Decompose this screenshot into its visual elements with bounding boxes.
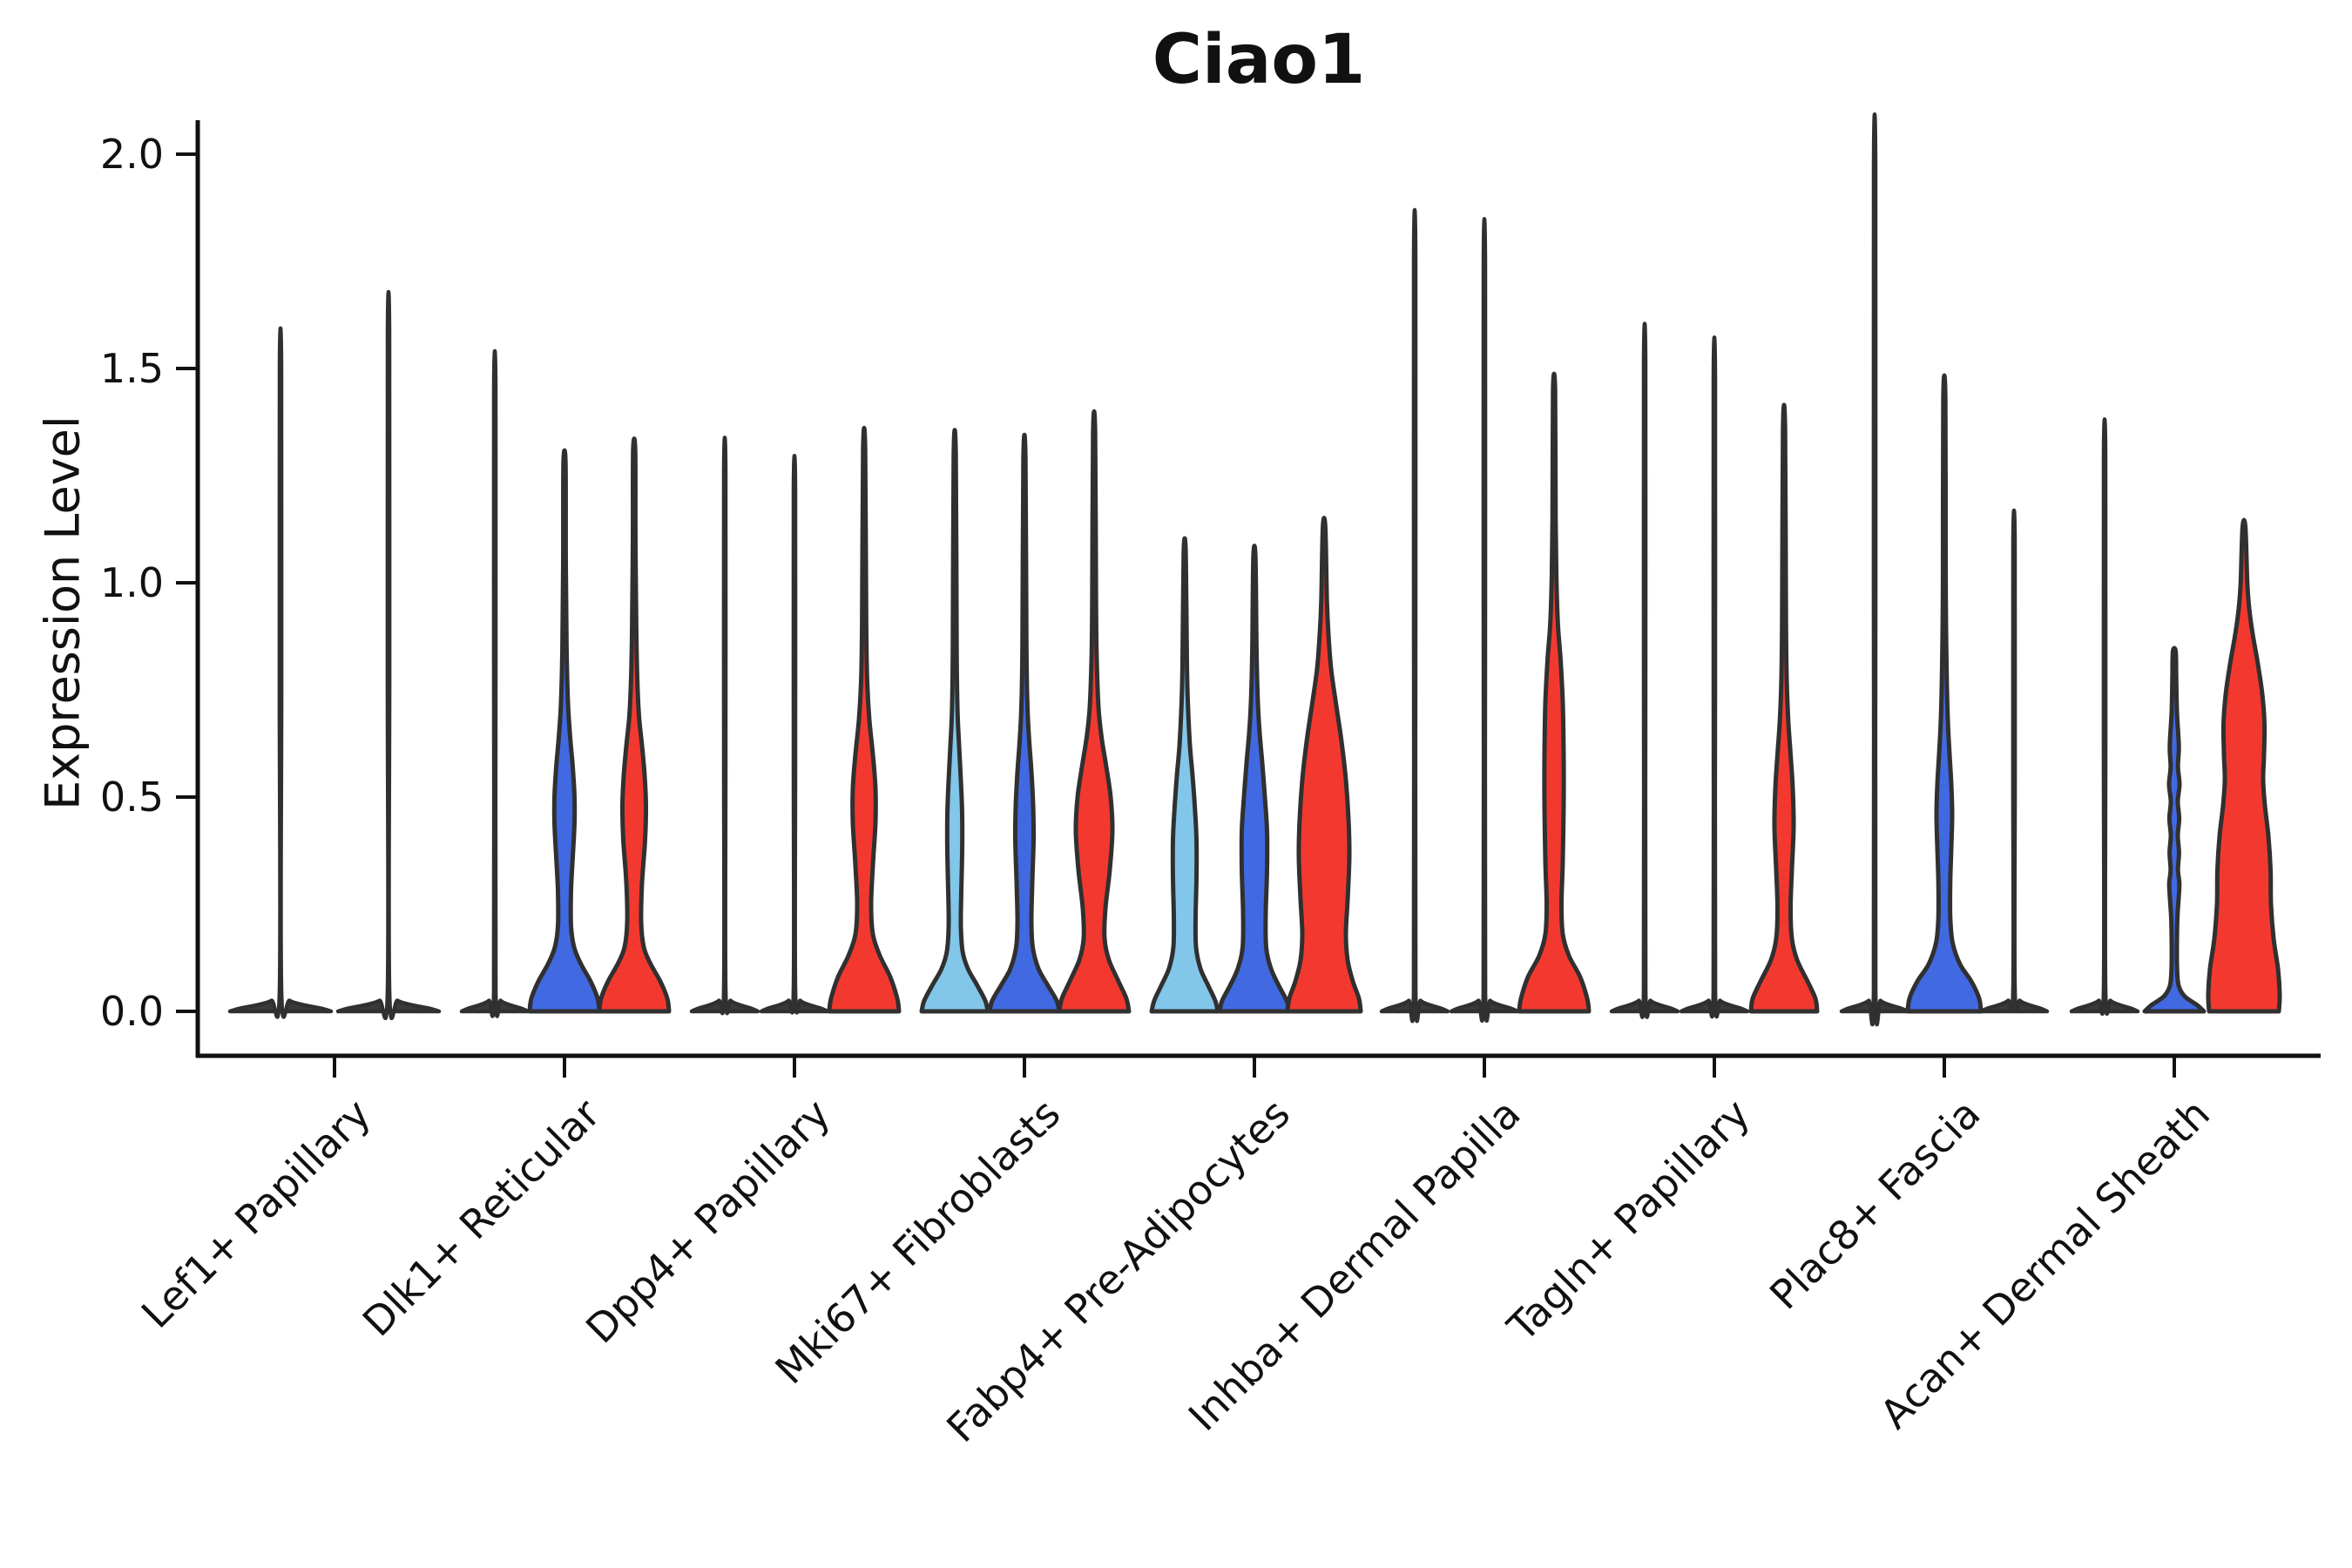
y-tick-label: 0.5	[99, 774, 164, 821]
violin-red	[597, 436, 672, 1014]
y-tick-label: 0.0	[99, 988, 164, 1035]
violin-royalblue	[987, 433, 1062, 1014]
spike-violin	[759, 454, 830, 1015]
spike-violin	[1609, 321, 1680, 1019]
violin-royalblue	[1905, 373, 1984, 1014]
violin-skyblue	[919, 428, 990, 1014]
spike-violin	[1839, 112, 1910, 1027]
violin-skyblue	[1149, 536, 1220, 1014]
y-tick-label: 1.0	[99, 559, 164, 606]
spike-violin	[1679, 335, 1750, 1019]
violin-red	[1517, 371, 1592, 1014]
spike-violin	[1449, 217, 1520, 1023]
spike-violin	[1379, 208, 1450, 1024]
violin-red	[1057, 409, 1132, 1014]
y-tick-label: 2.0	[99, 131, 164, 178]
spike-violin	[2069, 417, 2140, 1016]
y-tick-label: 1.5	[99, 345, 164, 392]
spike-violin	[459, 349, 531, 1018]
spike-violin	[1978, 508, 2050, 1014]
violin-red	[1748, 402, 1820, 1014]
violin-royalblue	[527, 448, 602, 1014]
violin-royalblue	[2142, 645, 2207, 1014]
violin-royalblue	[1217, 544, 1292, 1014]
spike-violin	[689, 436, 760, 1016]
violin-red	[827, 426, 902, 1014]
spike-violin	[335, 289, 442, 1021]
violin-red	[1285, 516, 1363, 1014]
y-axis-label: Expression Level	[35, 416, 91, 810]
spike-violin	[227, 326, 334, 1019]
chart-title: Ciao1	[1152, 21, 1366, 99]
violin-red	[2206, 517, 2282, 1014]
